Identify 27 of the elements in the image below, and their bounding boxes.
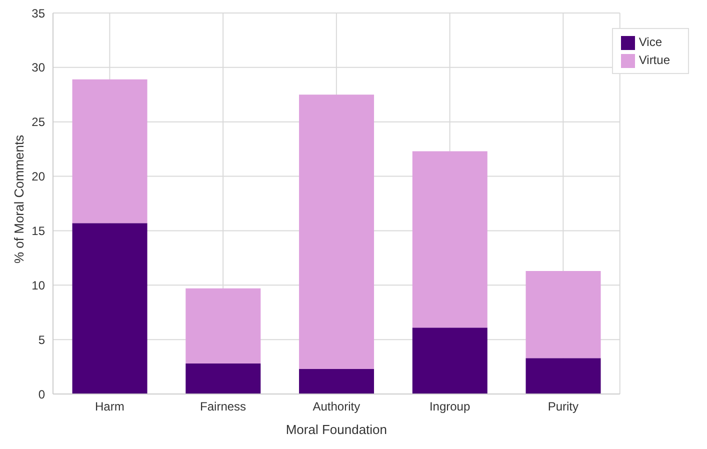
bar — [412, 151, 488, 328]
y-tick-label: 0 — [38, 387, 46, 402]
y-axis-title: % of Moral Comments — [12, 134, 27, 264]
x-tick-label: Authority — [312, 400, 360, 414]
bar — [72, 79, 148, 224]
bar — [299, 94, 374, 369]
bar — [299, 368, 374, 394]
bar — [186, 288, 261, 364]
bar — [526, 270, 601, 358]
y-tick-label: 5 — [38, 332, 46, 347]
y-tick-label: 30 — [32, 60, 46, 75]
x-tick-label: Ingroup — [429, 400, 470, 414]
y-tick-label: 20 — [32, 170, 46, 184]
bar — [526, 358, 601, 394]
bar — [412, 328, 488, 394]
x-tick-label: Purity — [548, 400, 579, 414]
bar — [72, 223, 148, 394]
y-tick-label: 10 — [32, 278, 46, 292]
bar — [186, 364, 261, 394]
y-tick-label: 35 — [32, 6, 46, 20]
legend-label: Vice — [638, 35, 662, 49]
legend-label: Virtue — [638, 53, 670, 67]
x-tick-label: Fairness — [200, 400, 246, 414]
x-tick-label: Harm — [95, 400, 124, 414]
y-tick-label: 25 — [32, 115, 46, 130]
y-tick-label: 15 — [32, 224, 46, 238]
x-axis-title: Moral Foundation — [286, 422, 388, 437]
